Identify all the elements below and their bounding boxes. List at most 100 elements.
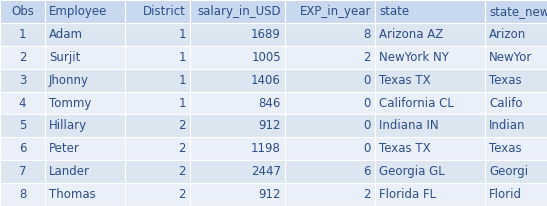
Bar bbox=[485, 91, 547, 115]
Text: Peter: Peter bbox=[49, 142, 80, 155]
Text: 3: 3 bbox=[19, 74, 26, 87]
Bar bbox=[375, 23, 485, 46]
Text: 1: 1 bbox=[178, 96, 186, 110]
Text: 2: 2 bbox=[19, 51, 26, 64]
Text: 846: 846 bbox=[259, 96, 281, 110]
Bar bbox=[285, 23, 375, 46]
Text: 0: 0 bbox=[364, 96, 371, 110]
Bar bbox=[190, 183, 285, 206]
Bar bbox=[0, 160, 45, 183]
Text: Texas TX: Texas TX bbox=[379, 74, 430, 87]
Bar bbox=[285, 160, 375, 183]
Text: Florid: Florid bbox=[489, 188, 522, 201]
Text: 6: 6 bbox=[19, 142, 26, 155]
Text: Jhonny: Jhonny bbox=[49, 74, 89, 87]
Text: 2447: 2447 bbox=[251, 165, 281, 178]
Bar bbox=[190, 160, 285, 183]
Bar bbox=[485, 137, 547, 160]
Text: 912: 912 bbox=[259, 119, 281, 132]
Text: Thomas: Thomas bbox=[49, 188, 96, 201]
Text: Georgia GL: Georgia GL bbox=[379, 165, 445, 178]
Text: 6: 6 bbox=[364, 165, 371, 178]
Bar bbox=[45, 46, 125, 69]
Bar bbox=[45, 160, 125, 183]
Bar bbox=[375, 115, 485, 137]
Text: 0: 0 bbox=[364, 119, 371, 132]
Text: 1406: 1406 bbox=[251, 74, 281, 87]
Bar bbox=[125, 115, 190, 137]
Bar bbox=[190, 0, 285, 23]
Bar bbox=[375, 183, 485, 206]
Text: Lander: Lander bbox=[49, 165, 90, 178]
Text: 1: 1 bbox=[19, 28, 26, 41]
Bar bbox=[285, 46, 375, 69]
Bar bbox=[0, 183, 45, 206]
Text: EXP_in_year: EXP_in_year bbox=[300, 5, 371, 18]
Text: 5: 5 bbox=[19, 119, 26, 132]
Bar bbox=[375, 137, 485, 160]
Text: Texas: Texas bbox=[489, 74, 522, 87]
Text: state: state bbox=[379, 5, 409, 18]
Bar bbox=[45, 137, 125, 160]
Text: Califo: Califo bbox=[489, 96, 522, 110]
Bar bbox=[0, 137, 45, 160]
Text: Tommy: Tommy bbox=[49, 96, 91, 110]
Bar bbox=[0, 115, 45, 137]
Bar bbox=[485, 46, 547, 69]
Bar bbox=[190, 137, 285, 160]
Bar bbox=[285, 69, 375, 91]
Text: California CL: California CL bbox=[379, 96, 454, 110]
Bar bbox=[125, 0, 190, 23]
Bar bbox=[375, 69, 485, 91]
Text: Texas: Texas bbox=[489, 142, 522, 155]
Bar bbox=[190, 23, 285, 46]
Bar bbox=[190, 91, 285, 115]
Bar bbox=[125, 23, 190, 46]
Bar bbox=[285, 91, 375, 115]
Bar bbox=[375, 160, 485, 183]
Text: 2: 2 bbox=[178, 119, 186, 132]
Bar bbox=[285, 183, 375, 206]
Bar bbox=[45, 23, 125, 46]
Text: Georgi: Georgi bbox=[489, 165, 528, 178]
Text: NewYor: NewYor bbox=[489, 51, 532, 64]
Text: Surjit: Surjit bbox=[49, 51, 80, 64]
Text: Arizon: Arizon bbox=[489, 28, 526, 41]
Bar bbox=[125, 69, 190, 91]
Bar bbox=[375, 0, 485, 23]
Text: salary_in_USD: salary_in_USD bbox=[197, 5, 281, 18]
Bar bbox=[485, 160, 547, 183]
Bar bbox=[125, 160, 190, 183]
Text: Texas TX: Texas TX bbox=[379, 142, 430, 155]
Bar bbox=[285, 115, 375, 137]
Text: 2: 2 bbox=[364, 188, 371, 201]
Text: 912: 912 bbox=[259, 188, 281, 201]
Text: 1: 1 bbox=[178, 51, 186, 64]
Text: Obs: Obs bbox=[11, 5, 34, 18]
Bar bbox=[485, 23, 547, 46]
Text: Adam: Adam bbox=[49, 28, 83, 41]
Bar bbox=[485, 0, 547, 23]
Bar bbox=[485, 183, 547, 206]
Text: 8: 8 bbox=[19, 188, 26, 201]
Bar bbox=[0, 46, 45, 69]
Text: 1005: 1005 bbox=[252, 51, 281, 64]
Text: Employee: Employee bbox=[49, 5, 107, 18]
Bar bbox=[285, 137, 375, 160]
Bar bbox=[375, 46, 485, 69]
Text: Hillary: Hillary bbox=[49, 119, 87, 132]
Bar bbox=[0, 69, 45, 91]
Text: Arizona AZ: Arizona AZ bbox=[379, 28, 443, 41]
Text: 2: 2 bbox=[178, 188, 186, 201]
Bar bbox=[0, 91, 45, 115]
Text: 0: 0 bbox=[364, 74, 371, 87]
Bar bbox=[125, 46, 190, 69]
Bar bbox=[485, 69, 547, 91]
Bar bbox=[190, 46, 285, 69]
Bar bbox=[45, 115, 125, 137]
Bar bbox=[485, 115, 547, 137]
Bar bbox=[45, 0, 125, 23]
Bar bbox=[125, 91, 190, 115]
Text: 1198: 1198 bbox=[251, 142, 281, 155]
Bar bbox=[190, 69, 285, 91]
